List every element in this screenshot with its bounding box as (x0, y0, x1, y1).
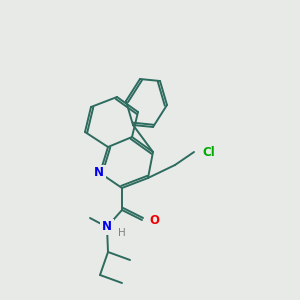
Text: N: N (102, 220, 112, 233)
Text: Cl: Cl (202, 146, 215, 158)
Text: H: H (118, 228, 126, 238)
Text: O: O (149, 214, 159, 226)
Text: N: N (94, 167, 104, 179)
